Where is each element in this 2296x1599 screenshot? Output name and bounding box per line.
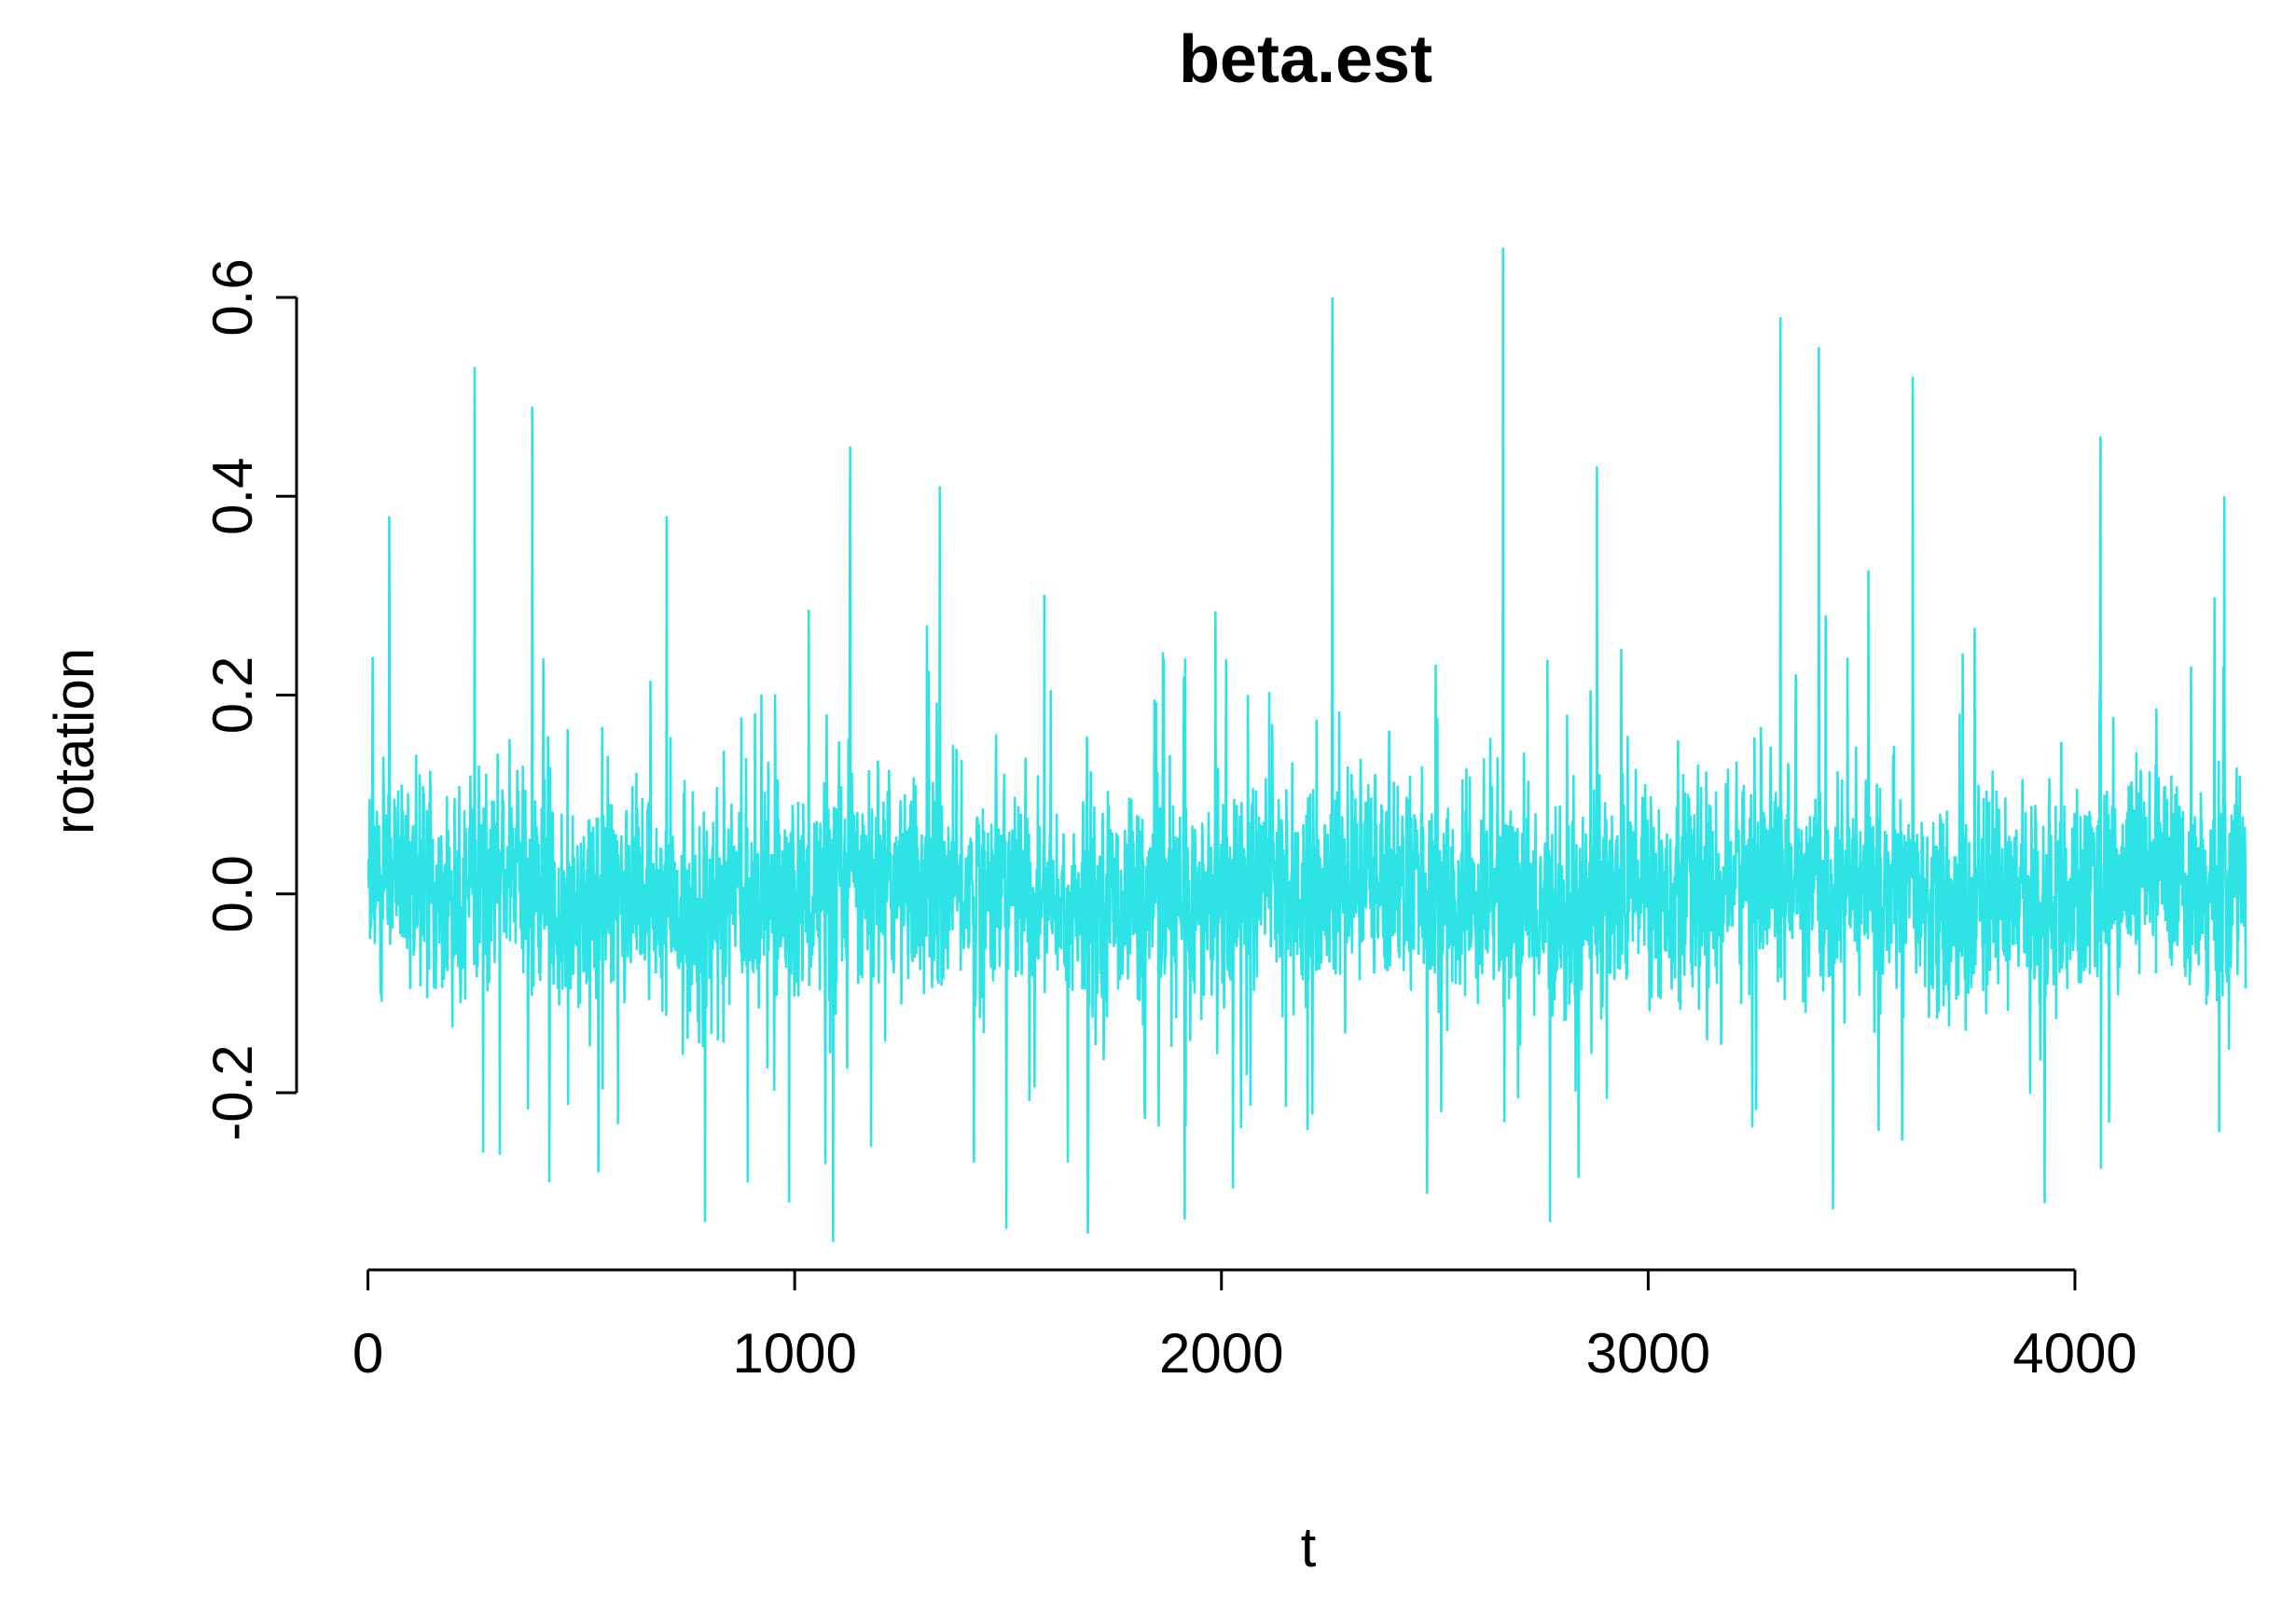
y-axis-ticks: -0.2 0.0 0.2 0.4 0.6 (201, 258, 297, 1141)
x-tick-label: 3000 (1586, 1322, 1710, 1385)
x-axis-ticks: 0 1000 2000 3000 4000 (353, 1270, 2137, 1385)
y-tick-label: 0.4 (201, 458, 264, 535)
chart-title: beta.est (1179, 22, 1432, 97)
x-tick-label: 1000 (732, 1322, 856, 1385)
x-tick-label: 4000 (2012, 1322, 2137, 1385)
x-tick-label: 2000 (1159, 1322, 1283, 1385)
y-tick-label: 0.6 (201, 258, 264, 336)
y-tick-label: 0.0 (201, 855, 264, 932)
y-axis-label: rotation (43, 648, 105, 834)
y-tick-label: 0.2 (201, 656, 264, 734)
y-tick-label: -0.2 (201, 1044, 264, 1140)
x-tick-label: 0 (353, 1322, 383, 1385)
data-series (367, 247, 2248, 1243)
series-line (367, 247, 2248, 1243)
x-axis-label: t (1301, 1516, 1317, 1578)
